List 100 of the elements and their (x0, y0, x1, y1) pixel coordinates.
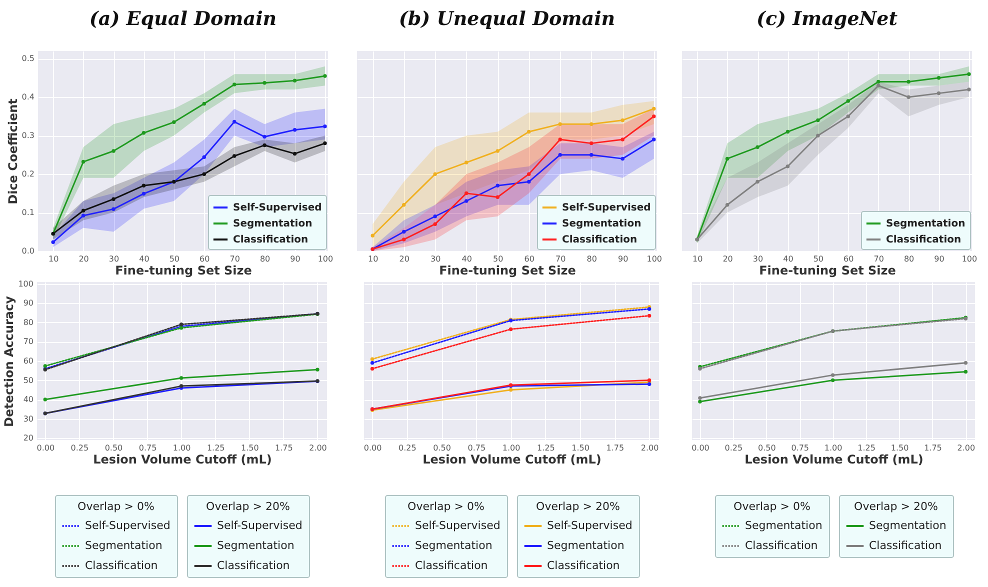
x-tick-label: 90 (290, 254, 300, 264)
point (508, 388, 513, 392)
point (370, 357, 374, 361)
x-tick-label: 60 (844, 254, 854, 264)
point (370, 361, 374, 365)
point (964, 370, 968, 374)
x-tick-label: 10 (368, 254, 378, 264)
y-tick-label: 0.4 (22, 92, 34, 102)
legend-label: Segmentation (547, 539, 624, 552)
point (786, 164, 790, 168)
point (620, 138, 624, 142)
x-tick-label: 80 (260, 254, 270, 264)
legend-label: Self-Supervised (85, 519, 170, 532)
point (496, 195, 500, 200)
legend-label: Classification (562, 234, 638, 246)
y-tick-label: 100 (18, 279, 34, 288)
point (402, 238, 406, 242)
point (464, 160, 468, 164)
x-tick-label: 100 (318, 254, 334, 264)
point (202, 102, 206, 106)
legend-label: Classification (85, 559, 158, 572)
point (112, 197, 116, 201)
point (652, 106, 656, 111)
legend-label: Self-Supervised (233, 202, 322, 214)
point (112, 207, 116, 211)
x-tick-label: 1.75 (924, 444, 942, 452)
legend-label: Self-Supervised (415, 519, 500, 532)
point (830, 373, 835, 377)
point (81, 214, 86, 218)
chart-title: (c) ImageNet (756, 8, 898, 30)
x-axis-title: Lesion Volume Cutoff (mL) (422, 452, 602, 466)
x-tick-label: 20 (78, 254, 89, 264)
x-axis-title: Fine-tuning Set Size (115, 264, 252, 278)
point (43, 398, 48, 402)
point (590, 152, 594, 157)
point (756, 180, 760, 184)
x-tick-label: 0.50 (433, 444, 451, 452)
point (876, 84, 880, 88)
x-axis-title: Fine-tuning Set Size (439, 264, 576, 278)
legend-label: Segmentation (745, 519, 822, 532)
x-tick-label: 30 (430, 254, 441, 264)
y-tick-label: 80 (23, 318, 34, 327)
point (647, 314, 652, 318)
x-tick-label: 1.75 (606, 444, 624, 452)
x-tick-label: 1.25 (206, 444, 225, 452)
point (652, 114, 656, 118)
point (370, 234, 374, 238)
text: Overlap > 20% (854, 500, 938, 513)
chart-title: (b) Unequal Domain (398, 8, 616, 30)
point (830, 378, 835, 382)
point (232, 82, 236, 86)
point (527, 180, 531, 184)
point (316, 368, 320, 372)
point (262, 81, 266, 85)
x-tick-label: 80 (904, 254, 914, 264)
y-axis-title: Dice Coefficient (6, 98, 20, 204)
x-tick-label: 1.25 (858, 444, 876, 452)
x-tick-label: 0.00 (692, 444, 710, 452)
point (496, 184, 500, 188)
x-tick-label: 0.25 (724, 444, 743, 452)
x-tick-label: 80 (586, 254, 597, 264)
x-tick-label: 1.00 (824, 444, 842, 452)
point (402, 230, 406, 234)
legend-label: Segmentation (869, 519, 946, 532)
x-tick-label: 70 (230, 254, 240, 264)
point (142, 131, 146, 135)
x-tick-label: 60 (524, 254, 534, 264)
point (464, 199, 468, 203)
legend-label: Classification (547, 559, 620, 572)
point (725, 202, 730, 207)
point (142, 192, 146, 196)
legend-label: Segmentation (562, 218, 642, 230)
x-tick-label: 2.00 (309, 444, 327, 452)
point (508, 327, 513, 332)
legend-label: Classification (745, 539, 818, 552)
text: Overlap > 0% (734, 500, 810, 513)
point (496, 149, 500, 153)
point (558, 152, 562, 157)
point (262, 143, 266, 148)
y-tick-label: 30 (23, 414, 34, 424)
x-tick-label: 30 (752, 254, 764, 264)
x-axis-title: Fine-tuning Set Size (759, 264, 896, 278)
point (292, 152, 297, 156)
point (652, 138, 656, 142)
legend-label: Self-Supervised (562, 202, 651, 214)
x-tick-label: 2.00 (957, 444, 976, 452)
legend-label: Classification (217, 559, 290, 572)
point (43, 364, 48, 368)
legend-label: Segmentation (233, 218, 312, 230)
legend-label: Classification (415, 559, 488, 572)
y-tick-label: 60 (23, 356, 34, 366)
point (786, 130, 790, 134)
x-axis-title: Lesion Volume Cutoff (mL) (744, 452, 924, 466)
point (202, 172, 206, 176)
x-axis-title: Lesion Volume Cutoff (mL) (93, 452, 272, 466)
y-tick-label: 0.2 (22, 170, 34, 179)
point (112, 149, 116, 153)
point (967, 88, 971, 92)
x-tick-label: 100 (962, 254, 978, 264)
point (558, 138, 562, 142)
